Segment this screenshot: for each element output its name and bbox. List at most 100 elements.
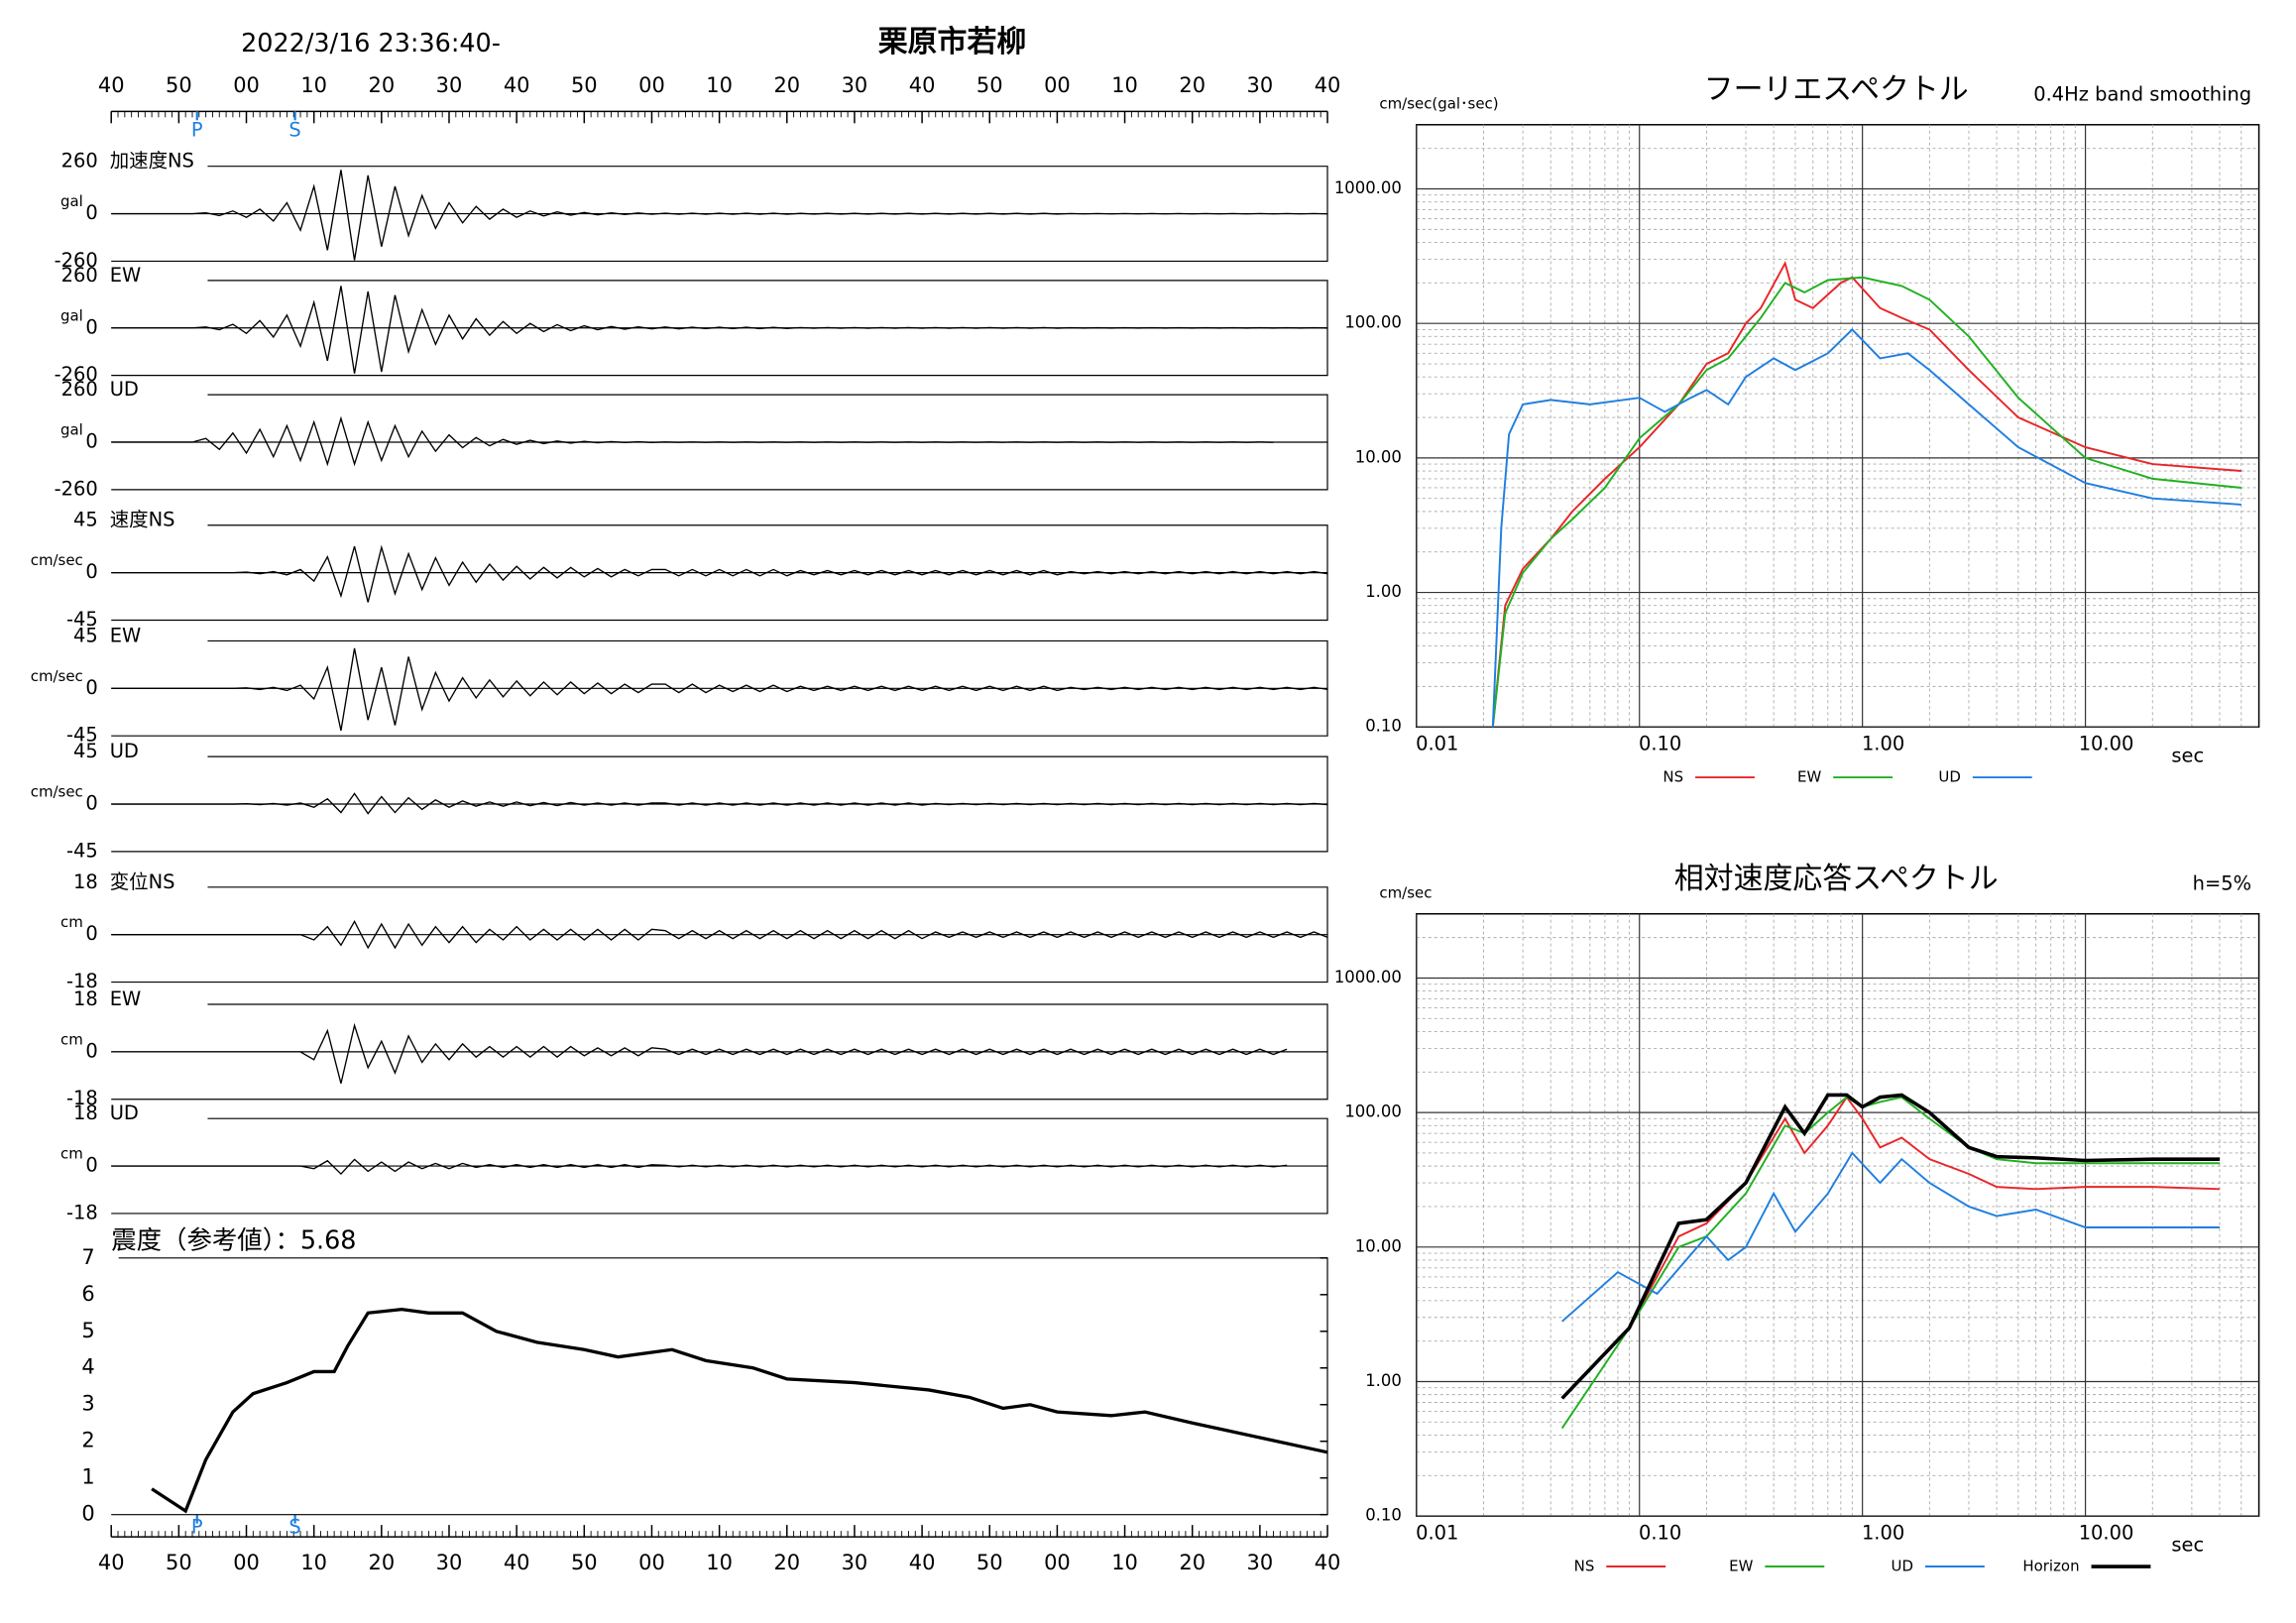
y-tick-label: 45	[73, 624, 98, 646]
y-tick-label: 0	[85, 201, 97, 224]
y-tick-label: 260	[61, 378, 98, 401]
waveform	[111, 170, 1328, 261]
x-tick-label: 10.00	[2079, 733, 2134, 755]
legend-label: NS	[1663, 768, 1683, 786]
y-tick-label: 0	[85, 792, 97, 815]
x-tick-label: 50	[571, 73, 598, 97]
trace-name: 加速度NS	[110, 150, 194, 173]
unit: cm	[60, 1145, 83, 1163]
unit: cm	[60, 913, 83, 931]
x-tick-label: 0.01	[1416, 1522, 1458, 1545]
y-tick-label: 0	[85, 676, 97, 699]
x-tick-label: 40	[1315, 1551, 1341, 1574]
x-tick-label: 0.10	[1639, 733, 1681, 755]
trace-name: EW	[110, 987, 142, 1010]
x-tick-label: 10	[706, 1551, 733, 1574]
trace-name: EW	[110, 624, 142, 646]
x-tick-label: 40	[98, 73, 125, 97]
x-tick-label: 30	[436, 73, 463, 97]
x-tick-label: 10	[706, 73, 733, 97]
y-tick-label: 3	[81, 1392, 94, 1416]
y-tick-label: 10.00	[1355, 447, 1402, 466]
waveform	[111, 647, 1328, 732]
waveform	[111, 792, 1328, 815]
spectrum-line	[1560, 1093, 2220, 1400]
legend-label: EW	[1797, 768, 1821, 786]
spectrum-line	[1561, 1151, 2220, 1323]
legend-label: Horizon	[2022, 1558, 2079, 1575]
x-tick-label: 0.01	[1416, 733, 1458, 755]
x-tick-label: 30	[436, 1551, 463, 1574]
x-tick-label: 20	[1179, 73, 1205, 97]
x-tick-label: 30	[1247, 1551, 1274, 1574]
trace-name: UD	[110, 740, 139, 762]
spectrum-line	[1491, 260, 2241, 728]
waveform	[111, 415, 1274, 467]
x-tick-label: 50	[166, 73, 192, 97]
y-unit: cm/sec(gal･sec)	[1379, 94, 1498, 112]
x-tick-label: 00	[233, 73, 260, 97]
x-tick-label: 20	[369, 1551, 396, 1574]
spectrum-line	[1561, 1095, 2221, 1400]
intensity-line	[151, 1307, 1328, 1514]
y-tick-label: 0	[85, 315, 97, 338]
y-tick-label: 18	[73, 987, 98, 1010]
x-tick-label: 30	[842, 73, 868, 97]
x-tick-label: 50	[166, 1551, 192, 1574]
unit: gal	[60, 306, 83, 324]
y-tick-label: 18	[73, 1101, 98, 1124]
x-tick-label: 10	[1111, 73, 1138, 97]
x-tick-label: 00	[638, 1551, 665, 1574]
y-tick-label: -45	[66, 839, 98, 862]
phase-label: P	[191, 118, 203, 141]
y-tick-label: 0	[85, 560, 97, 583]
x-tick-label: 00	[1044, 73, 1071, 97]
chart-subtitle: h=5%	[2193, 871, 2251, 894]
y-tick-label: 2	[81, 1429, 94, 1452]
plot-area	[1416, 912, 2260, 1517]
y-tick-label: 0	[85, 1039, 97, 1062]
plot-area	[1416, 124, 2260, 728]
trace-name: UD	[110, 378, 139, 401]
y-unit: cm/sec	[1379, 883, 1432, 901]
x-tick-label: 30	[1247, 73, 1274, 97]
x-tick-label: 20	[773, 73, 800, 97]
x-unit: sec	[2171, 745, 2204, 767]
chart-title: フーリエスペクトル	[1704, 72, 1969, 107]
x-tick-label: 50	[976, 73, 1003, 97]
y-tick-label: 1000.00	[1334, 178, 1402, 197]
y-tick-label: -45	[66, 608, 98, 631]
unit: gal	[60, 192, 83, 210]
waveform	[111, 286, 1328, 374]
trace-name: UD	[110, 1101, 139, 1124]
x-tick-label: 00	[233, 1551, 260, 1574]
y-tick-label: 260	[61, 150, 98, 173]
legend-label: UD	[1892, 1558, 1913, 1575]
x-tick-label: 40	[1315, 73, 1341, 97]
x-tick-label: 10	[1111, 1551, 1138, 1574]
x-tick-label: 0.10	[1639, 1522, 1681, 1545]
phase-label: P	[191, 1516, 203, 1539]
x-tick-label: 50	[976, 1551, 1003, 1574]
unit: cm/sec	[31, 551, 83, 569]
y-tick-label: 4	[81, 1355, 94, 1379]
y-tick-label: 1.00	[1365, 1371, 1402, 1390]
y-tick-label: -45	[66, 724, 98, 747]
datetime: 2022/3/16 23:36:40-	[241, 28, 501, 58]
y-tick-label: 10.00	[1355, 1236, 1402, 1255]
y-tick-label: 7	[81, 1245, 94, 1269]
phase-label: S	[288, 118, 300, 141]
spectrum-line	[1491, 328, 2241, 728]
y-tick-label: 0.10	[1365, 1506, 1402, 1525]
y-tick-label: 0	[85, 429, 97, 452]
y-tick-label: 1.00	[1365, 582, 1402, 601]
unit: cm/sec	[31, 783, 83, 801]
y-tick-label: -260	[55, 363, 98, 386]
x-tick-label: 40	[504, 1551, 530, 1574]
x-unit: sec	[2171, 1534, 2204, 1557]
x-tick-label: 1.00	[1862, 1522, 1904, 1545]
x-tick-label: 40	[504, 73, 530, 97]
spectrum-line	[1491, 276, 2241, 728]
x-tick-label: 00	[638, 73, 665, 97]
